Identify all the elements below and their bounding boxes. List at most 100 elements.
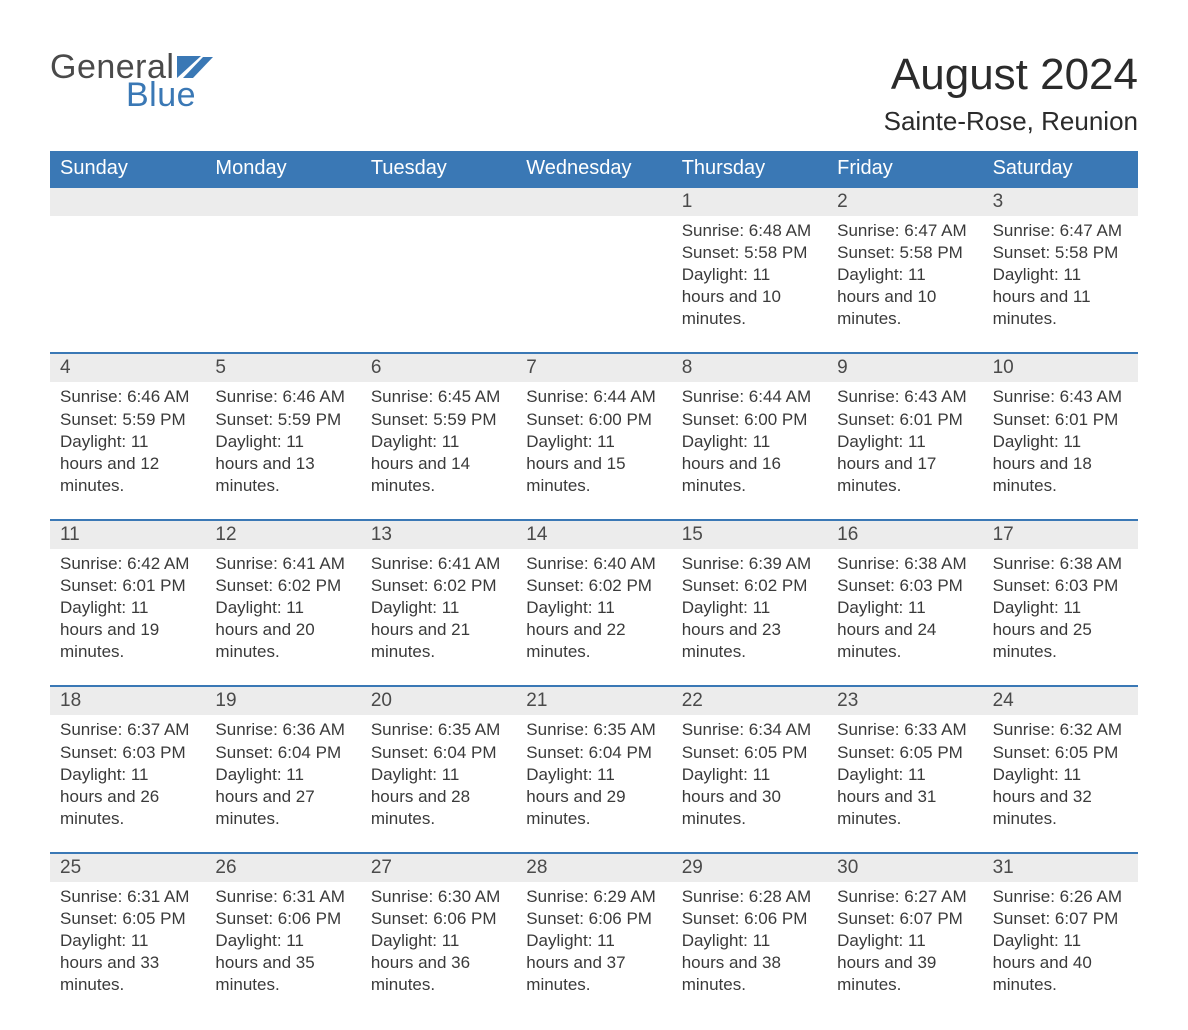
- sunrise-text: Sunrise: 6:35 AM: [526, 719, 661, 741]
- day-cell: Sunrise: 6:47 AMSunset: 5:58 PMDaylight:…: [827, 216, 982, 334]
- sunset-text: Sunset: 6:03 PM: [60, 742, 195, 764]
- day-number: 16: [827, 521, 982, 549]
- sunset-text: Sunset: 6:07 PM: [837, 908, 972, 930]
- day-cell: Sunrise: 6:31 AMSunset: 6:05 PMDaylight:…: [50, 882, 205, 1000]
- day-cell: Sunrise: 6:43 AMSunset: 6:01 PMDaylight:…: [827, 382, 982, 500]
- day-number: 9: [827, 354, 982, 382]
- sunrise-text: Sunrise: 6:43 AM: [993, 386, 1128, 408]
- calendar-week: 45678910Sunrise: 6:46 AMSunset: 5:59 PMD…: [50, 352, 1138, 500]
- day-number: [205, 188, 360, 216]
- daylight-text: Daylight: 11 hours and 27 minutes.: [215, 764, 350, 830]
- dow-monday: Monday: [205, 151, 360, 186]
- sunset-text: Sunset: 6:05 PM: [837, 742, 972, 764]
- day-cell: Sunrise: 6:35 AMSunset: 6:04 PMDaylight:…: [516, 715, 671, 833]
- day-number: [361, 188, 516, 216]
- sunrise-text: Sunrise: 6:40 AM: [526, 553, 661, 575]
- day-number: 14: [516, 521, 671, 549]
- dow-thursday: Thursday: [672, 151, 827, 186]
- sunset-text: Sunset: 6:07 PM: [993, 908, 1128, 930]
- day-content-row: Sunrise: 6:31 AMSunset: 6:05 PM Daylight:…: [50, 882, 1138, 1000]
- daylight-text: Daylight: 11 hours and 10 minutes.: [837, 264, 972, 330]
- day-number: 17: [983, 521, 1138, 549]
- day-number: 30: [827, 854, 982, 882]
- day-cell: Sunrise: 6:45 AMSunset: 5:59 PMDaylight:…: [361, 382, 516, 500]
- sunrise-text: Sunrise: 6:30 AM: [371, 886, 506, 908]
- sunset-text: Sunset: 6:05 PM: [993, 742, 1128, 764]
- daylight-text: Daylight: 11 hours and 40 minutes.: [993, 930, 1128, 996]
- day-cell: Sunrise: 6:39 AMSunset: 6:02 PMDaylight:…: [672, 549, 827, 667]
- sunrise-text: Sunrise: 6:34 AM: [682, 719, 817, 741]
- daylight-text: Daylight: 11 hours and 36 minutes.: [371, 930, 506, 996]
- calendar-week: 11121314151617Sunrise: 6:42 AMSunset: 6:…: [50, 519, 1138, 667]
- day-number: 2: [827, 188, 982, 216]
- sunrise-text: Sunrise: 6:45 AM: [371, 386, 506, 408]
- day-cell: Sunrise: 6:42 AMSunset: 6:01 PMDaylight:…: [50, 549, 205, 667]
- sunrise-text: Sunrise: 6:44 AM: [526, 386, 661, 408]
- sunset-text: Sunset: 6:02 PM: [526, 575, 661, 597]
- sunset-text: Sunset: 5:59 PM: [60, 409, 195, 431]
- calendar-week: 18192021222324Sunrise: 6:37 AMSunset: 6:…: [50, 685, 1138, 833]
- day-number: 13: [361, 521, 516, 549]
- dow-saturday: Saturday: [983, 151, 1138, 186]
- sunset-text: Sunset: 5:58 PM: [682, 242, 817, 264]
- sunrise-text: Sunrise: 6:28 AM: [682, 886, 817, 908]
- page-header: General Blue August 2024 Sainte-Rose, Re…: [50, 50, 1138, 137]
- daylight-text: Daylight: 11 hours and 23 minutes.: [682, 597, 817, 663]
- day-cell: Sunrise: 6:46 AMSunset: 5:59 PMDaylight:…: [50, 382, 205, 500]
- daylight-text: Daylight: 11 hours and 29 minutes.: [526, 764, 661, 830]
- day-number: 26: [205, 854, 360, 882]
- daylight-text: Daylight: 11 hours and 17 minutes.: [837, 431, 972, 497]
- day-cell: Sunrise: 6:29 AMSunset: 6:06 PMDaylight:…: [516, 882, 671, 1000]
- sunset-text: Sunset: 6:00 PM: [682, 409, 817, 431]
- day-number: 27: [361, 854, 516, 882]
- sunrise-text: Sunrise: 6:44 AM: [682, 386, 817, 408]
- sunrise-text: Sunrise: 6:46 AM: [215, 386, 350, 408]
- day-number: 24: [983, 687, 1138, 715]
- day-cell: Sunrise: 6:34 AMSunset: 6:05 PMDaylight:…: [672, 715, 827, 833]
- day-cell: Sunrise: 6:38 AMSunset: 6:03 PMDaylight:…: [827, 549, 982, 667]
- daylight-text: Daylight: 11 hours and 18 minutes.: [993, 431, 1128, 497]
- day-number: 4: [50, 354, 205, 382]
- sunset-text: Sunset: 5:58 PM: [837, 242, 972, 264]
- day-content-row: Sunrise: 6:48 AMSunset: 5:58 PMDaylight:…: [50, 216, 1138, 334]
- calendar-weeks: 123Sunrise: 6:48 AMSunset: 5:58 PMDaylig…: [50, 186, 1138, 1000]
- daynum-row: 123: [50, 188, 1138, 216]
- sunrise-text: Sunrise: 6:27 AM: [837, 886, 972, 908]
- daylight-text: Daylight: 11 hours and 24 minutes.: [837, 597, 972, 663]
- day-number: 20: [361, 687, 516, 715]
- day-cell: Sunrise: 6:31 AMSunset: 6:06 PMDaylight:…: [205, 882, 360, 1000]
- sunrise-text: Sunrise: 6:26 AM: [993, 886, 1128, 908]
- sunrise-text: Sunrise: 6:32 AM: [993, 719, 1128, 741]
- sunrise-text: Sunrise: 6:47 AM: [837, 220, 972, 242]
- sunset-text: Sunset: 6:06 PM: [215, 908, 350, 930]
- daylight-text: Daylight: 11 hours and 10 minutes.: [682, 264, 817, 330]
- calendar-week: 25262728293031Sunrise: 6:31 AMSunset: 6:…: [50, 852, 1138, 1000]
- daylight-text: Daylight: 11 hours and 22 minutes.: [526, 597, 661, 663]
- daynum-row: 25262728293031: [50, 854, 1138, 882]
- day-of-week-header: SundayMondayTuesdayWednesdayThursdayFrid…: [50, 151, 1138, 186]
- day-cell: Sunrise: 6:32 AMSunset: 6:05 PMDaylight:…: [983, 715, 1138, 833]
- daylight-text: Daylight: 11 hours and 11 minutes.: [993, 264, 1128, 330]
- day-cell: Sunrise: 6:30 AMSunset: 6:06 PMDaylight:…: [361, 882, 516, 1000]
- day-cell: Sunrise: 6:47 AMSunset: 5:58 PMDaylight:…: [983, 216, 1138, 334]
- day-cell: Sunrise: 6:33 AMSunset: 6:05 PMDaylight:…: [827, 715, 982, 833]
- daylight-text: Daylight: 11 hours and 28 minutes.: [371, 764, 506, 830]
- day-content-row: Sunrise: 6:42 AMSunset: 6:01 PMDaylight:…: [50, 549, 1138, 667]
- day-number: 29: [672, 854, 827, 882]
- sunrise-text: Sunrise: 6:31 AM: [60, 886, 195, 908]
- day-cell: Sunrise: 6:40 AMSunset: 6:02 PMDaylight:…: [516, 549, 671, 667]
- daylight-text: Daylight: 11 hours and 15 minutes.: [526, 431, 661, 497]
- sunset-text: Sunset: 6:05 PM: [60, 908, 195, 930]
- sunset-text: Sunset: 6:06 PM: [371, 908, 506, 930]
- day-number: 23: [827, 687, 982, 715]
- daylight-text: Daylight: 11 hours and 32 minutes.: [993, 764, 1128, 830]
- daylight-text: Daylight: 11 hours and 13 minutes.: [215, 431, 350, 497]
- day-cell: Sunrise: 6:44 AMSunset: 6:00 PMDaylight:…: [672, 382, 827, 500]
- day-cell: Sunrise: 6:43 AMSunset: 6:01 PMDaylight:…: [983, 382, 1138, 500]
- day-number: 31: [983, 854, 1138, 882]
- sunset-text: Sunset: 6:06 PM: [682, 908, 817, 930]
- sunrise-text: Sunrise: 6:48 AM: [682, 220, 817, 242]
- day-cell: [205, 216, 360, 334]
- brand-logo: General Blue: [50, 50, 213, 112]
- sunrise-text: Sunrise: 6:38 AM: [993, 553, 1128, 575]
